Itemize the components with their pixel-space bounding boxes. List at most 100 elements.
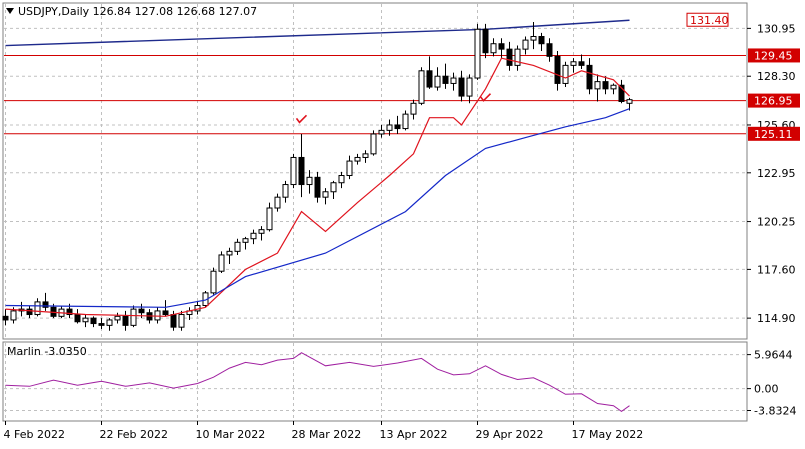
candle-body-21	[170, 314, 177, 328]
candle-body-44	[354, 156, 361, 162]
chart-header: USDJPY,Daily 126.84 127.08 126.68 127.07	[18, 5, 257, 18]
time-tick-label-5: 29 Apr 2022	[476, 428, 544, 441]
indicator-axis: 5.9644 0.00 -3.8324	[747, 349, 796, 417]
candle-body-5	[42, 301, 49, 308]
time-tick-label-0: 4 Feb 2022	[4, 428, 65, 441]
candle-body-72	[578, 61, 585, 66]
marlin-line	[5, 352, 630, 413]
candle-body-52	[418, 70, 425, 104]
candle-body-71	[570, 61, 577, 66]
candle-body-74	[594, 81, 601, 90]
candle-body-11	[90, 317, 97, 325]
candle-body-39	[314, 176, 321, 198]
candle-body-49	[394, 124, 401, 130]
chart-dropdown-icon[interactable]	[6, 8, 14, 14]
time-tick-label-6: 17 May 2022	[572, 428, 644, 441]
time-tick-label-4: 13 Apr 2022	[380, 428, 448, 441]
candle-body-16	[130, 308, 137, 326]
candle-body-76	[610, 84, 617, 90]
candle-body-0	[2, 315, 9, 321]
candle-body-77	[618, 84, 625, 102]
candle-body-40	[322, 191, 329, 198]
candle-body-33	[266, 207, 273, 231]
candle-body-37	[298, 156, 305, 186]
candle-body-65	[522, 39, 529, 50]
ma-slow-line	[5, 108, 630, 308]
candle-body-38	[306, 176, 313, 186]
candle-body-20	[162, 310, 169, 316]
price-label-text-126.95: 126.95	[754, 95, 793, 108]
candle-body-30	[242, 238, 249, 243]
candle-body-17	[138, 308, 145, 314]
price-tick-label-5: 117.60	[757, 263, 796, 276]
candle-body-51	[410, 102, 417, 115]
candle-body-58	[466, 77, 473, 97]
osc-tick-label-1: 0.00	[754, 383, 779, 396]
candle-body-59	[474, 28, 481, 79]
candle-body-78	[626, 99, 633, 104]
price-label-text-125.11: 125.11	[754, 128, 793, 141]
candle-body-41	[330, 182, 337, 193]
ma-fast-line	[5, 57, 630, 317]
candle-body-14	[114, 315, 121, 321]
candle-body-36	[290, 156, 297, 186]
candle-body-75	[602, 81, 609, 90]
candle-body-54	[434, 75, 441, 88]
candle-body-31	[250, 232, 257, 240]
price-label-box-125.11	[748, 126, 800, 141]
candle-body-73	[586, 64, 593, 90]
candle-body-70	[562, 64, 569, 84]
moving-averages	[5, 57, 630, 317]
price-tick-label-0: 130.95	[757, 22, 796, 35]
candle-body-57	[458, 77, 465, 97]
candle-body-27	[218, 254, 225, 272]
candle-body-50	[402, 113, 409, 130]
candle-body-19	[154, 310, 161, 321]
candle-body-56	[450, 77, 457, 84]
price-tick-label-4: 120.25	[757, 216, 796, 229]
price-axis: 130.95128.30125.60122.95120.25117.60114.…	[686, 12, 800, 325]
price-label-box-131.40	[686, 12, 729, 27]
candle-body-8	[66, 308, 73, 316]
candle-body-53	[426, 70, 433, 88]
price-tick-label-3: 122.95	[757, 167, 796, 180]
indicator-header: Marlin -3.0350	[7, 345, 87, 358]
candle-body-68	[546, 43, 553, 57]
time-tick-label-3: 28 Mar 2022	[292, 428, 362, 441]
candle-body-69	[554, 55, 561, 84]
candles	[2, 22, 633, 331]
price-tick-label-6: 114.90	[757, 312, 796, 325]
candle-body-60	[482, 28, 489, 54]
candle-body-47	[378, 129, 385, 135]
marlin-oscillator	[5, 352, 630, 413]
indicator-panel-frame	[2, 341, 748, 422]
time-tick-label-1: 22 Feb 2022	[100, 428, 168, 441]
candle-body-13	[106, 319, 113, 326]
check-mark-1	[479, 93, 492, 102]
candle-body-61	[490, 43, 497, 54]
candle-body-35	[282, 184, 289, 198]
time-axis: 4 Feb 2022 22 Feb 2022 10 Mar 2022 28 Mar 2…	[4, 421, 644, 441]
grid	[4, 4, 746, 420]
candle-body-45	[362, 153, 369, 158]
candle-body-29	[234, 241, 241, 252]
candle-body-26	[210, 270, 217, 294]
osc-tick-label-2: -3.8324	[754, 404, 796, 417]
candle-body-9	[74, 314, 81, 323]
time-tick-label-2: 10 Mar 2022	[196, 428, 266, 441]
price-tick-label-1: 128.30	[757, 70, 796, 83]
candle-body-48	[386, 124, 393, 131]
check-marks	[295, 93, 492, 124]
candle-body-3	[26, 308, 33, 316]
candle-body-63	[506, 48, 513, 66]
candle-body-42	[338, 175, 345, 184]
candle-body-32	[258, 229, 265, 234]
candle-body-43	[346, 160, 353, 177]
candle-body-1	[10, 310, 17, 321]
candle-body-55	[442, 75, 449, 84]
candle-body-46	[370, 133, 377, 155]
check-mark-0	[295, 114, 308, 124]
